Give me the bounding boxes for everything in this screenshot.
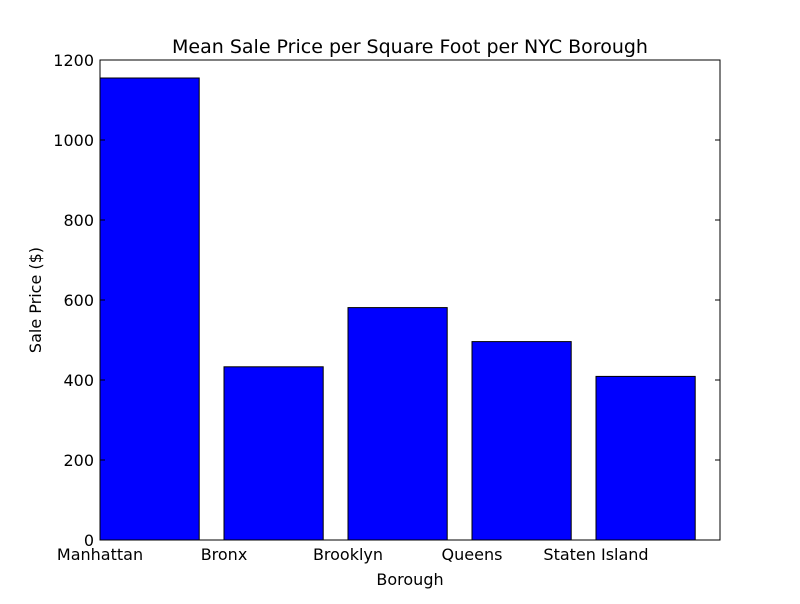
y-tick-label: 400 [63,371,94,390]
bar-brooklyn [347,307,448,541]
y-tick-label: 0 [84,531,94,550]
bar-queens [471,341,572,541]
ticks-layer: Manhattan Bronx Brooklyn Queens Staten Islan… [53,51,720,564]
chart-title: Mean Sale Price per Square Foot per NYC … [172,36,648,58]
x-tick-label: Brooklyn [313,545,383,564]
y-tick-label: 800 [63,211,94,230]
x-axis-label: Borough [376,570,443,589]
y-tick-label: 600 [63,291,94,310]
x-tick-label: Staten Island [543,545,648,564]
bar-staten-island [595,375,696,541]
bars-layer [99,77,696,541]
bar-bronx [223,366,324,541]
y-tick-label: 1200 [53,51,94,70]
x-tick-label: Queens [442,545,503,564]
y-tick-label: 200 [63,451,94,470]
bar-manhattan [99,77,200,541]
y-axis-label: Sale Price ($) [26,247,45,353]
y-tick-label: 1000 [53,131,94,150]
plot-frame [99,59,721,541]
x-tick-label: Bronx [201,545,248,564]
x-tick-label: Manhattan [57,545,143,564]
